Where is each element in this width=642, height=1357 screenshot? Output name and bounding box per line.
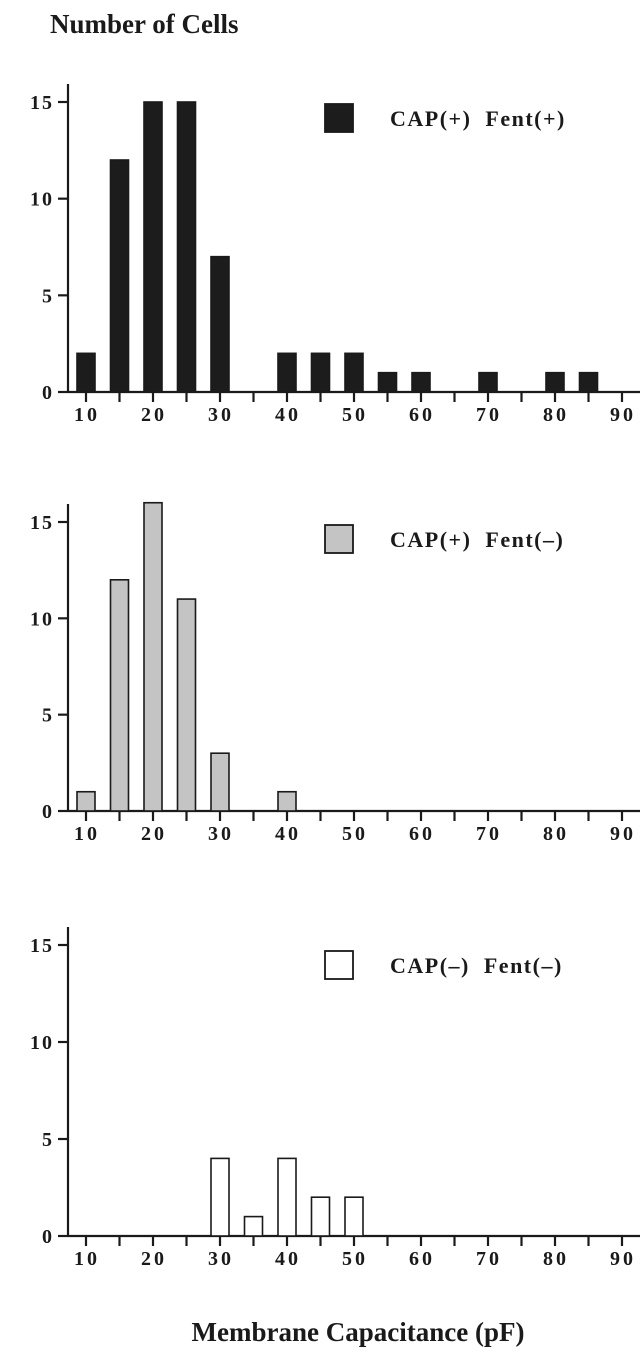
- panel-2: 0 5 10 15 10 20 30 40 50 60 70 80 90 CAP(+) Fent(–): [30, 501, 640, 845]
- bar: [277, 352, 297, 393]
- legend-swatch: [324, 524, 354, 554]
- bar: [210, 255, 230, 393]
- bar: [76, 352, 96, 393]
- x-tick-label: 40: [275, 823, 301, 845]
- bar: [176, 598, 197, 812]
- x-tick-label: 20: [141, 404, 167, 426]
- bar: [109, 159, 130, 393]
- y-tick-label: 0: [42, 382, 54, 404]
- x-tick-label: 50: [342, 404, 368, 426]
- bar: [310, 1196, 331, 1237]
- panel-1: 0 5 10 15 10 20 30 40 50 60 70 80 90 CAP(+) Fent(+): [30, 84, 640, 426]
- x-tick-label: 30: [208, 1248, 234, 1270]
- y-tick-label: 15: [30, 512, 54, 534]
- bar: [478, 371, 498, 393]
- x-tick-label: 10: [74, 1248, 100, 1270]
- bar: [210, 1157, 230, 1237]
- y-tick-label: 15: [30, 935, 54, 957]
- legend-swatch: [324, 103, 354, 133]
- bar: [578, 371, 599, 393]
- x-tick-label: 90: [610, 823, 636, 845]
- bar: [243, 1215, 264, 1237]
- y-tick-label: 10: [30, 189, 54, 211]
- bar: [411, 371, 431, 393]
- bar: [143, 501, 163, 812]
- x-tick-label: 40: [275, 1248, 301, 1270]
- x-tick-label: 30: [208, 404, 234, 426]
- bar: [344, 1196, 364, 1237]
- x-tick-label: 50: [342, 823, 368, 845]
- y-tick-label: 0: [42, 1226, 54, 1248]
- y-tick-label: 5: [42, 1129, 54, 1151]
- legend-label: CAP(–) Fent(–): [390, 953, 563, 978]
- bar: [176, 101, 197, 393]
- x-tick-label: 60: [409, 823, 435, 845]
- bar: [143, 101, 163, 393]
- x-tick-label: 90: [610, 1248, 636, 1270]
- bar: [76, 790, 96, 812]
- y-tick-label: 5: [42, 285, 54, 307]
- x-tick-label: 70: [476, 404, 502, 426]
- x-tick-label: 80: [543, 823, 569, 845]
- x-tick-label: 10: [74, 404, 100, 426]
- x-tick-label: 30: [208, 823, 234, 845]
- bar: [545, 371, 565, 393]
- legend-swatch: [324, 950, 354, 980]
- bar: [344, 352, 364, 393]
- bar: [109, 578, 130, 812]
- x-tick-label: 70: [476, 823, 502, 845]
- bar: [377, 371, 398, 393]
- y-tick-label: 10: [30, 608, 54, 630]
- x-tick-label: 10: [74, 823, 100, 845]
- panel-3: 0 5 10 15 10 20 30 40 50 60 70 80 90 CAP(–) Fent(–): [30, 927, 640, 1270]
- y-tick-label: 10: [30, 1032, 54, 1054]
- x-tick-label: 60: [409, 404, 435, 426]
- x-tick-label: 20: [141, 823, 167, 845]
- chart-title: Number of Cells: [50, 9, 239, 39]
- legend-label: CAP(+) Fent(+): [390, 106, 566, 131]
- x-tick-label: 40: [275, 404, 301, 426]
- x-tick-label: 60: [409, 1248, 435, 1270]
- x-tick-label: 50: [342, 1248, 368, 1270]
- x-tick-label: 80: [543, 1248, 569, 1270]
- y-tick-label: 15: [30, 92, 54, 114]
- x-tick-label: 20: [141, 1248, 167, 1270]
- x-tick-label: 80: [543, 404, 569, 426]
- bar: [277, 790, 297, 812]
- x-tick-label: 70: [476, 1248, 502, 1270]
- y-tick-label: 0: [42, 801, 54, 823]
- x-tick-label: 90: [610, 404, 636, 426]
- legend-label: CAP(+) Fent(–): [390, 527, 564, 552]
- bar: [277, 1157, 297, 1237]
- bar: [310, 352, 331, 393]
- x-axis-label: Membrane Capacitance (pF): [192, 1317, 525, 1347]
- bar: [210, 752, 230, 812]
- y-tick-label: 5: [42, 705, 54, 727]
